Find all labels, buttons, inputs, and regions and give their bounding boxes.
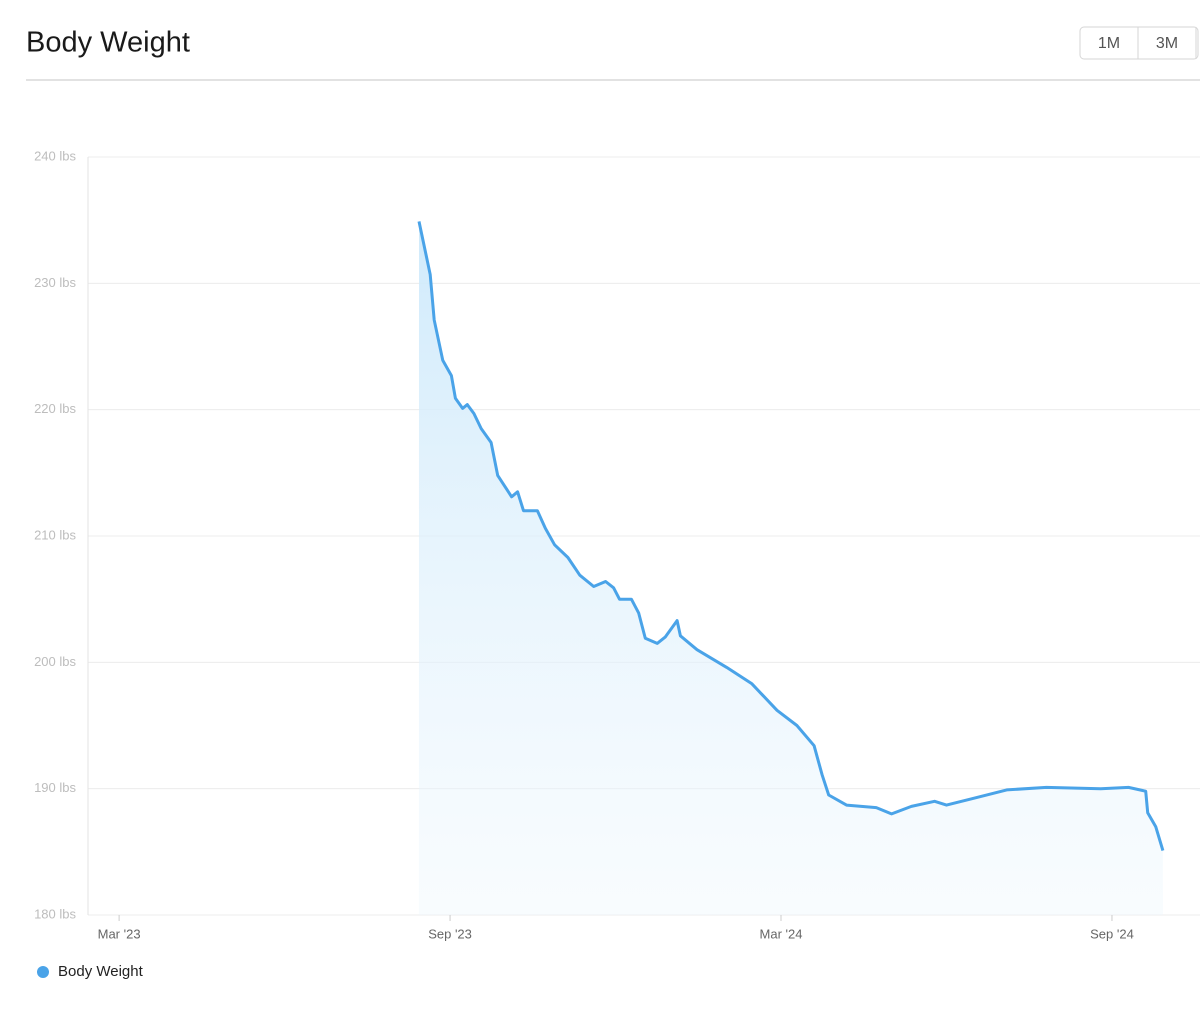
y-tick-label: 230 lbs [34,275,76,290]
range-group [1079,26,1199,60]
y-tick-label: 240 lbs [34,148,76,163]
area [418,221,1163,915]
page-title: Body Weight [26,27,190,59]
range-button[interactable]: 3M [1156,35,1178,52]
line [417,221,1165,852]
y-tick-label: 220 lbs [34,401,76,416]
y-tick-label: 190 lbs [34,780,76,795]
y-tick-label: 210 lbs [34,527,76,542]
x-tick-label: Mar '23 [98,926,141,941]
x-tick-label: Sep '24 [1090,926,1134,941]
legend-swatch [37,966,49,978]
legend-label: Body Weight [58,963,144,980]
y-tick-label: 200 lbs [34,654,76,669]
x-tick-label: Mar '24 [760,926,803,941]
x-tick-label: Sep '23 [428,926,472,941]
range-button[interactable]: 1M [1098,35,1120,52]
y-tick-label: 180 lbs [34,906,76,921]
